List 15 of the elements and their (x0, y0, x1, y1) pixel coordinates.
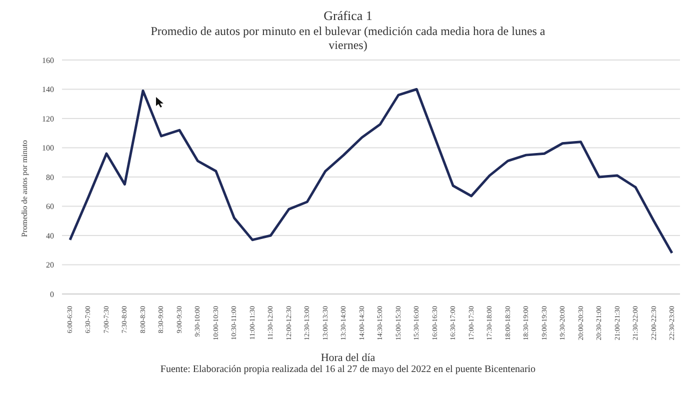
y-axis-title: Promedio de autos por minuto (20, 140, 29, 237)
y-tick-label: 0 (50, 290, 54, 299)
chart-subtitle: Promedio de autos por minuto en el bulevar (medición cada media hora de lunes a viernes) (150, 24, 546, 52)
y-tick-label: 100 (42, 144, 54, 153)
line-series (68, 88, 674, 254)
y-tick-label: 60 (46, 202, 54, 212)
y-tick-label: 140 (42, 85, 54, 94)
y-tick-label: 20 (46, 260, 54, 270)
y-tick-label: 40 (46, 231, 54, 240)
y-tick-label: 80 (46, 172, 54, 182)
y-tick-label: 160 (42, 56, 54, 65)
x-axis-title: Hora del día (320, 352, 376, 364)
y-tick-label: 120 (42, 114, 54, 124)
source-note: Fuente: Elaboración propia realizada del 16 al 27 de mayo del 2022 en el puente Bicentenario (159, 364, 537, 375)
chart-title: Gráfica 1 (322, 8, 374, 24)
